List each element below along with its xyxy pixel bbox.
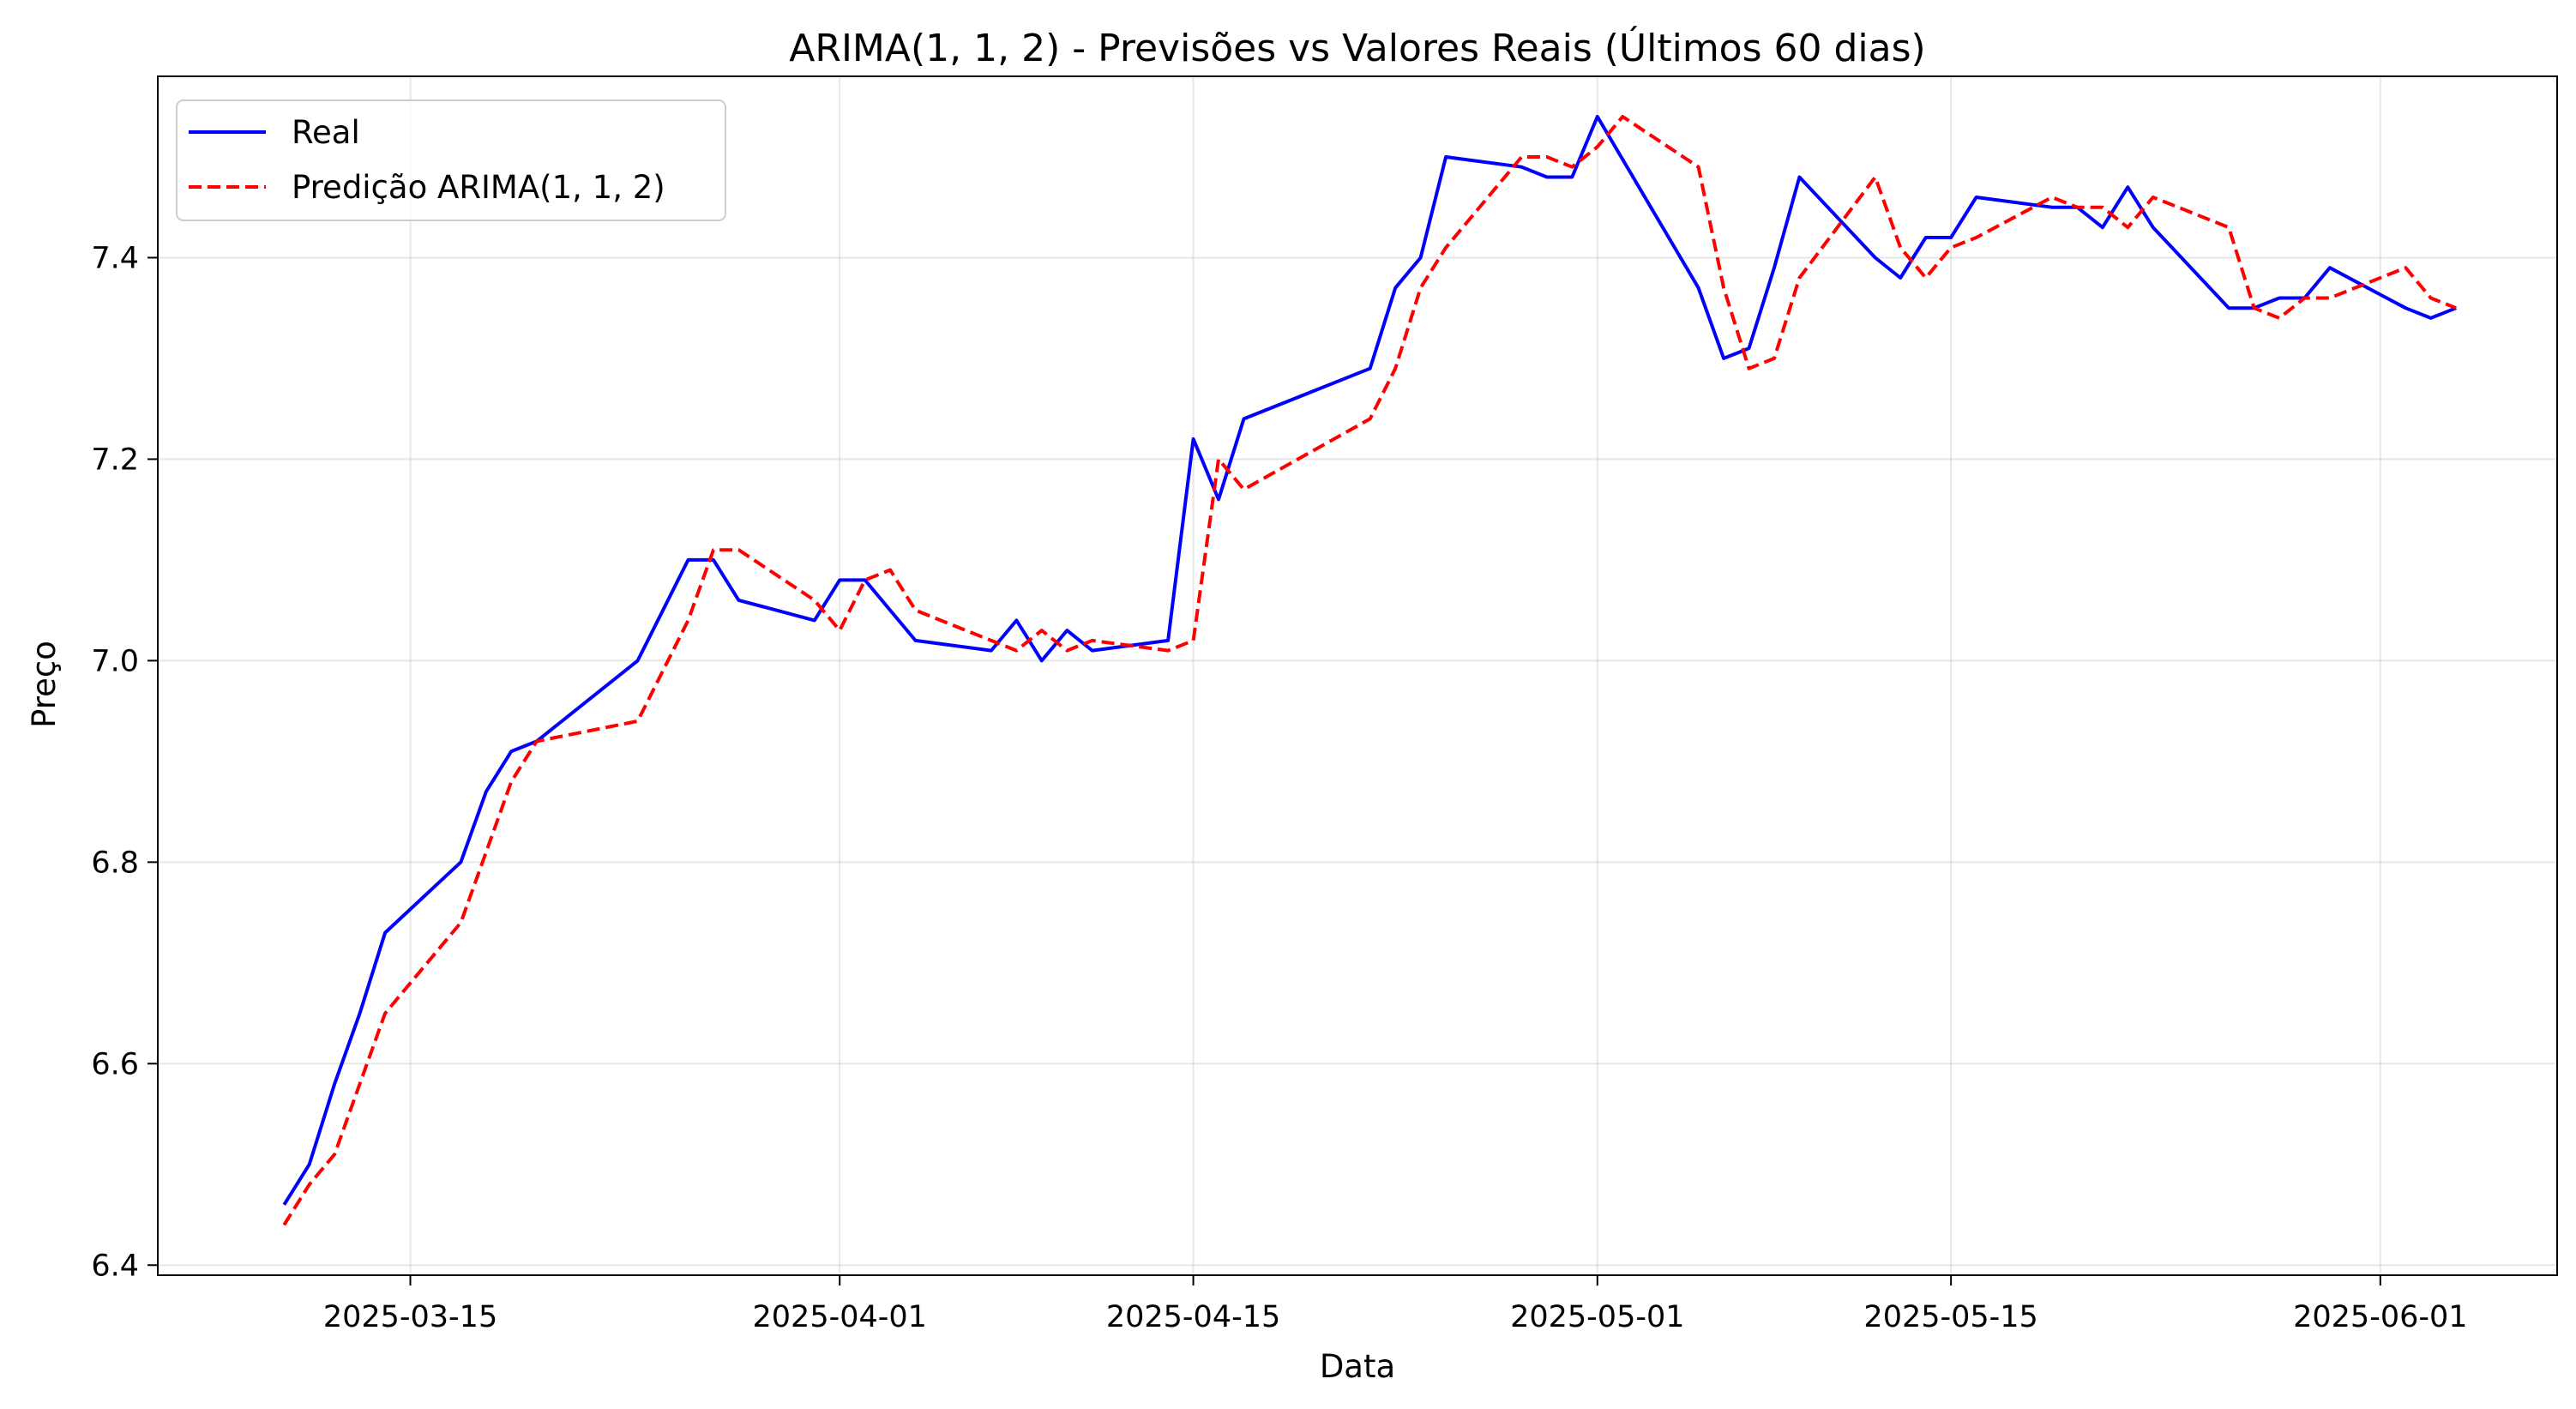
x-tick-label: 2025-05-01 (1510, 1300, 1684, 1334)
y-tick-label: 6.8 (91, 846, 139, 880)
legend: Real Predição ARIMA(1, 1, 2) (176, 99, 726, 221)
series-lines (282, 115, 2457, 1226)
legend-box (176, 99, 726, 221)
x-tick-label: 2025-06-01 (2293, 1300, 2467, 1334)
y-axis-label: Preço (26, 641, 63, 728)
y-tick-label: 6.4 (91, 1249, 139, 1283)
y-tick-label: 7.2 (91, 443, 139, 477)
legend-label-prediction: Predição ARIMA(1, 1, 2) (292, 169, 665, 206)
x-tick-label: 2025-04-15 (1106, 1300, 1280, 1334)
x-tick-label: 2025-04-01 (753, 1300, 927, 1334)
legend-label-real: Real (292, 114, 360, 151)
series-line-prediction (282, 115, 2457, 1226)
x-axis-ticks: 2025-03-15 2025-04-01 2025-04-15 2025-05-01… (323, 1275, 2468, 1334)
plot-area-frame (157, 75, 2558, 1276)
x-axis-label: Data (1320, 1348, 1395, 1385)
y-axis-ticks: 6.4 6.6 6.8 7.0 7.2 7.4 (91, 241, 158, 1283)
grid (158, 76, 2557, 1275)
y-tick-label: 7.4 (91, 241, 139, 275)
x-tick-label: 2025-03-15 (323, 1300, 497, 1334)
chart-title: ARIMA(1, 1, 2) - Previsões vs Valores Re… (789, 25, 1925, 70)
y-tick-label: 7.0 (91, 644, 139, 678)
x-tick-label: 2025-05-15 (1863, 1300, 2037, 1334)
y-tick-label: 6.6 (91, 1047, 139, 1081)
